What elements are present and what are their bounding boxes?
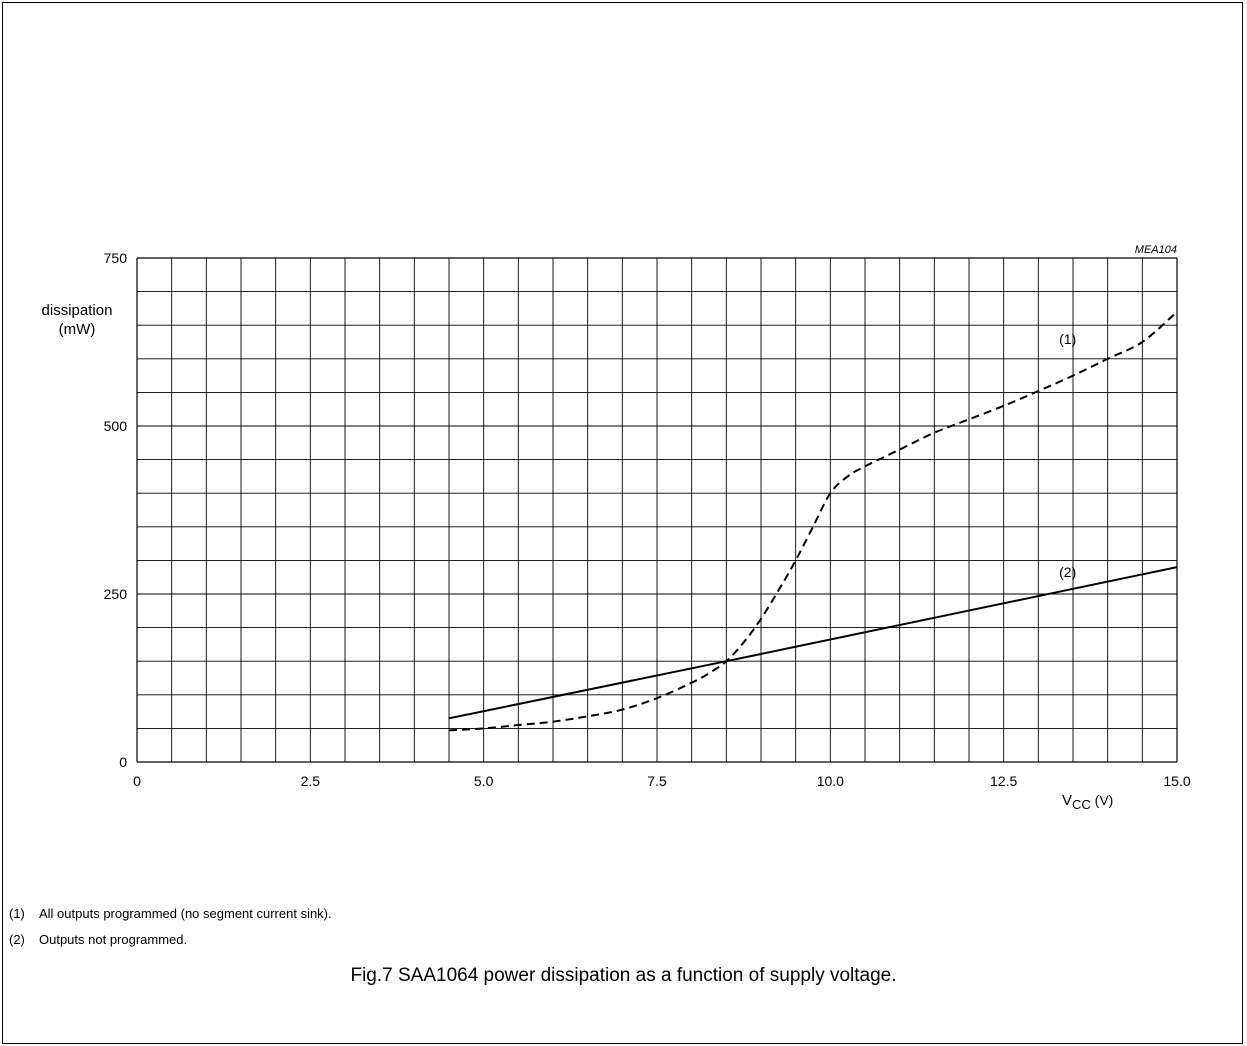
note-2-text: Outputs not programmed. <box>39 932 188 947</box>
grid <box>136 257 1178 763</box>
figure-code: MEA104 <box>1135 244 1177 256</box>
note-1-number: (1) <box>9 906 25 921</box>
note-1: (1) All outputs programmed (no segment cu… <box>9 906 332 921</box>
x-tick-label: 2.5 <box>301 773 321 789</box>
series-group <box>448 311 1178 732</box>
note-2: (2) Outputs not programmed. <box>9 932 187 947</box>
y-tick-label: 750 <box>104 250 128 266</box>
labels-group: (1) (2) 0 2.5 5.0 7.5 10.0 12.5 15.0 0 250 500 750 di… <box>42 244 1191 812</box>
chart-svg: (1) (2) 0 2.5 5.0 7.5 10.0 12.5 15.0 0 250 500 750 di… <box>42 244 1191 812</box>
series-label-1: (1) <box>1059 331 1076 347</box>
y-tick-label: 250 <box>104 586 128 602</box>
x-tick-label: 15.0 <box>1163 773 1190 789</box>
series-line-1 <box>448 311 1178 732</box>
note-1-text: All outputs programmed (no segment curre… <box>39 906 332 921</box>
note-2-number: (2) <box>9 932 25 947</box>
x-tick-label: 7.5 <box>647 773 667 789</box>
y-axis-label: dissipation <box>42 302 113 319</box>
x-axis-label: VCC (V) <box>1062 792 1113 812</box>
y-tick-label: 0 <box>119 754 127 770</box>
figure-caption: Fig.7 SAA1064 power dissipation as a fun… <box>350 965 897 986</box>
y-axis-unit: (mW) <box>59 321 96 338</box>
series-label-2: (2) <box>1059 564 1076 580</box>
x-tick-label: 5.0 <box>474 773 494 789</box>
x-tick-label: 10.0 <box>817 773 844 789</box>
series-line-2 <box>448 566 1178 720</box>
x-tick-label: 0 <box>133 773 141 789</box>
x-tick-label: 12.5 <box>990 773 1017 789</box>
y-tick-label: 500 <box>104 418 128 434</box>
